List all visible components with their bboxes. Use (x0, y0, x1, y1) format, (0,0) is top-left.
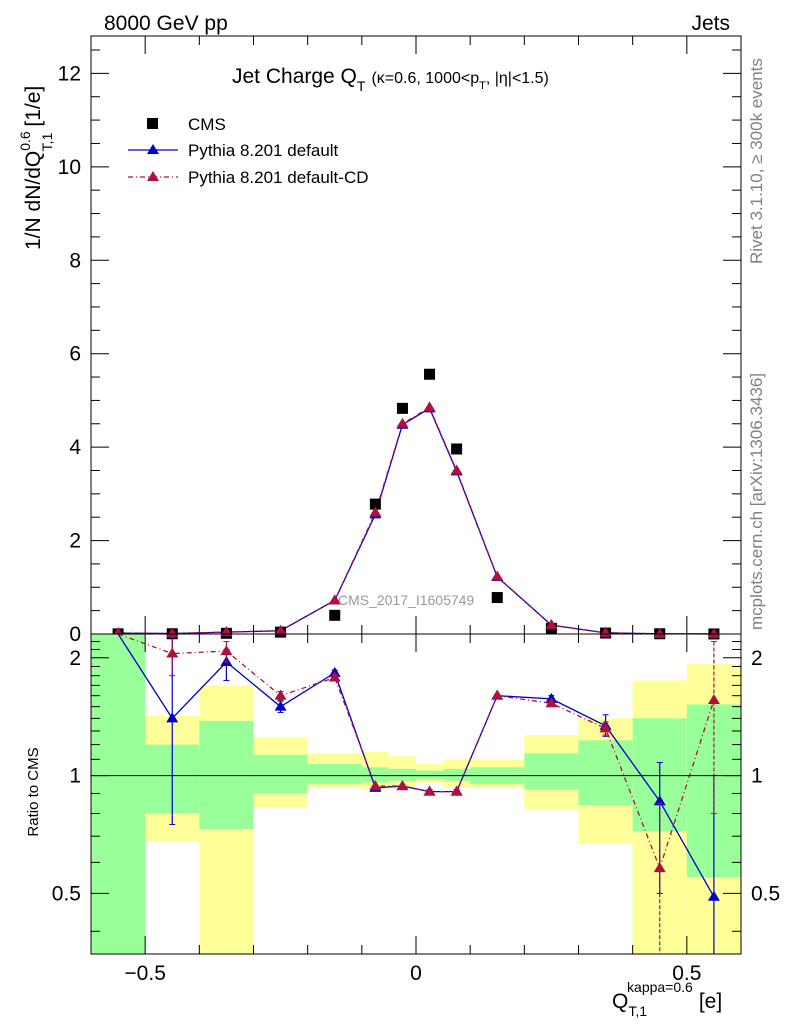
ratio-point-default-cd (369, 780, 382, 791)
ratio-y-tick-label: 0.5 (52, 882, 81, 905)
main-point-default-cd (274, 624, 287, 635)
mcplots-label: mcplots.cern.ch [arXiv:1306.3436] (747, 373, 766, 630)
ratio-y-tick-label-right: 2 (751, 647, 763, 670)
ratio-y-tick-label: 1 (69, 765, 81, 788)
main-point-default-cd (423, 401, 436, 412)
legend-cms-marker (147, 118, 158, 129)
ratio-point-default-cd (328, 671, 341, 682)
ratio-y-tick-label-right: 1 (751, 765, 763, 788)
energy-label: 8000 GeV pp (104, 12, 228, 35)
process-label: Jets (691, 12, 730, 35)
ratio-point-default-cd (423, 785, 436, 796)
main-point-cms (329, 609, 341, 621)
plot-title: Jet Charge QT (κ=0.6, 1000<pT, |η|<1.5) (232, 65, 549, 94)
ratio-point-default-cd (653, 862, 666, 873)
main-point-cms (424, 368, 436, 380)
ratio-point-default-cd (491, 689, 504, 700)
x-axis-label: QT,1kappa=0.6[e] (612, 979, 722, 1019)
main-point-default-cd (653, 627, 666, 638)
ratio-band-inner (388, 768, 416, 781)
title-end: , |η|<1.5) (486, 70, 549, 87)
legend-default-label: Pythia 8.201 default (188, 141, 339, 160)
main-line-default-cd (118, 406, 714, 635)
ratio-band-inner (578, 740, 633, 806)
main-y-tick-label: 8 (69, 249, 81, 272)
main-point-cms (451, 443, 463, 455)
ratio-point-default (166, 712, 179, 723)
ratio-point-default (707, 890, 720, 901)
ratio-point-default-cd (396, 780, 409, 791)
main-point-default-cd (707, 627, 720, 638)
main-point-default-cd (450, 464, 463, 475)
ratio-point-default-cd (220, 645, 233, 656)
ratio-band-inner (361, 767, 389, 783)
ratio-band-inner (524, 753, 579, 790)
ratio-point-default (274, 700, 287, 711)
ratio-band-inner (253, 754, 308, 794)
main-point-default-cd (491, 570, 504, 581)
title-rest: (κ=0.6, 1000<p (371, 70, 479, 87)
main-point-default-cd (369, 506, 382, 517)
main-y-tick-label: 6 (69, 343, 81, 366)
ratio-line-default-cd (117, 633, 715, 871)
main-point-cms (369, 498, 381, 510)
ratio-band-inner (307, 764, 362, 785)
ratio-band-inner (443, 768, 471, 781)
main-y-tick-label: 12 (58, 62, 81, 85)
legend-default-marker (147, 144, 159, 154)
main-point-default-cd (545, 619, 558, 630)
main-axes: 0 2 4 6 8 10 12 (58, 36, 742, 646)
legend: CMS Pythia 8.201 default Pythia 8.201 de… (128, 115, 369, 187)
ratio-y-tick-label-right: 0.5 (751, 882, 780, 905)
main-point-default-cd (396, 417, 409, 428)
ratio-marks (117, 633, 720, 955)
ratio-point-default-cd (545, 697, 558, 708)
ratio-y-axis-label: Ratio to CMS (25, 747, 42, 836)
legend-cms-label: CMS (188, 115, 226, 134)
legend-default-cd-marker (147, 171, 159, 181)
main-y-tick-label: 4 (69, 436, 81, 459)
ratio-point-default-cd (599, 722, 612, 733)
ratio-point-default-cd (450, 785, 463, 796)
main-point-default-cd (166, 627, 179, 638)
x-tick-label: 0 (410, 962, 422, 985)
main-point-cms (491, 592, 503, 604)
analysis-watermark: CMS_2017_I1605749 (338, 592, 474, 608)
ratio-uncertainty-bands (91, 634, 741, 954)
main-y-tick-label: 10 (58, 156, 81, 179)
ratio-line-default (117, 633, 715, 898)
main-y-axis-label: 1/N dN/dQ0.6 T,1[1/e] (17, 86, 55, 250)
rivet-label: Rivet 3.1.10, ≥ 300k events (747, 58, 766, 264)
main-y-tick-label: 0 (69, 623, 81, 646)
ratio-band-inner (199, 720, 254, 830)
ratio-point-default-cd (166, 647, 179, 658)
ratio-point-default-cd (274, 689, 287, 700)
title-sub: T (357, 78, 366, 94)
main-y-tick-label: 2 (69, 530, 81, 553)
title-main: Jet Charge Q (232, 65, 357, 88)
legend-default-cd-label: Pythia 8.201 default-CD (188, 168, 369, 187)
ratio-plot-panel: 0.5 0.5 1 1 2 2 −0.5 0 0.5 Ratio to CMS QT,1kapp… (25, 633, 780, 1019)
ratio-y-tick-label: 2 (69, 647, 81, 670)
main-point-cms (396, 402, 408, 414)
ratio-point-default-cd (707, 693, 720, 704)
ratio-band-inner (91, 634, 146, 954)
title-sub2: T (479, 80, 486, 92)
ratio-band-inner (416, 770, 444, 779)
ratio-axes: 0.5 0.5 1 1 2 2 −0.5 0 0.5 (52, 634, 780, 985)
main-point-default-cd (328, 594, 341, 605)
x-tick-label: −0.5 (124, 962, 165, 985)
x-tick-label: 0.5 (672, 962, 701, 985)
